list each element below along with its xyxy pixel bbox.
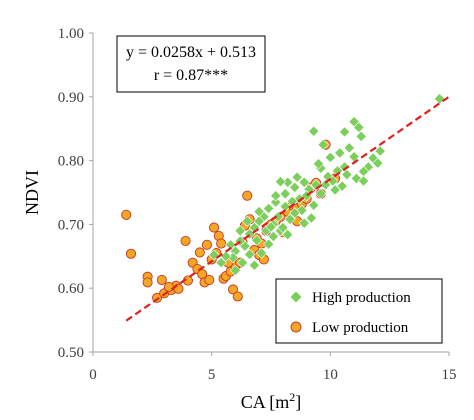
high-production-point	[263, 202, 275, 215]
high-production-point	[319, 179, 332, 191]
high-production-point	[291, 171, 303, 183]
high-production-point	[284, 213, 296, 225]
high-production-point	[305, 212, 317, 224]
high-production-point	[308, 199, 320, 211]
low-production-point	[194, 247, 205, 258]
high-production-point	[274, 176, 287, 188]
high-production-point	[353, 121, 365, 134]
high-production-point	[234, 225, 246, 237]
high-production-point	[289, 181, 301, 194]
high-production-point	[338, 126, 351, 138]
high-production-point	[277, 221, 289, 234]
high-production-point	[329, 184, 341, 196]
equation-box-border	[116, 35, 266, 93]
y-tick-label: 0.60	[58, 281, 84, 297]
low-production-point	[125, 248, 137, 259]
x-tick-label: 10	[323, 367, 338, 383]
high-production-point	[241, 215, 253, 227]
high-production-point	[279, 188, 291, 200]
high-production-point	[357, 175, 370, 187]
high-production-point	[248, 259, 261, 271]
legend-item-low-production: Low production	[290, 320, 409, 336]
y-tick-label: 0.80	[58, 154, 84, 170]
legend-label-high-production: High production	[312, 290, 411, 306]
low-production-point	[242, 190, 253, 201]
legend-item-high-production: High production	[290, 290, 411, 306]
high-production-point	[334, 147, 346, 159]
low-production-point	[204, 274, 215, 285]
low-production-point	[142, 277, 153, 288]
high-production-point	[253, 206, 265, 218]
high-production-point	[215, 257, 227, 269]
y-tick-label: 0.90	[58, 90, 84, 106]
high-production-point	[225, 239, 237, 251]
y-tick-label: 0.50	[58, 345, 84, 361]
high-production-point	[298, 217, 310, 229]
high-production-point	[289, 207, 301, 219]
low-production-point	[180, 235, 191, 247]
data-points	[121, 93, 446, 303]
x-tick-label: 5	[208, 367, 216, 383]
high-production-point	[253, 215, 265, 227]
axis-ticks: 0 5 10 15 0.50 0.60 0.70 0.80 0.90 1.00	[58, 26, 457, 383]
low-production-point	[216, 238, 227, 249]
legend: High production Low production	[275, 278, 443, 344]
high-production-point	[315, 188, 327, 200]
y-tick-label: 0.70	[58, 217, 84, 233]
high-production-point	[270, 190, 282, 202]
low-production-point	[227, 284, 239, 295]
high-production-point	[433, 93, 446, 105]
high-production-point	[298, 176, 310, 188]
y-tick-label: 1.00	[58, 26, 84, 42]
low-production-point	[121, 209, 132, 220]
high-production-point	[317, 139, 329, 151]
high-production-point	[244, 248, 256, 261]
high-production-point	[341, 169, 353, 181]
high-production-point	[279, 200, 291, 213]
plot-frame	[92, 33, 449, 353]
low-production-point	[156, 274, 167, 285]
low-production-point	[163, 281, 174, 292]
correlation-coefficient: r = 0.87***	[154, 67, 228, 84]
legend-circle-marker	[290, 321, 302, 333]
regression-equation: y = 0.0258x + 0.513	[126, 44, 256, 61]
high-production-point	[270, 196, 282, 208]
high-production-point	[372, 157, 384, 169]
legend-diamond-marker	[290, 291, 302, 303]
x-tick-label: 0	[89, 367, 97, 383]
legend-border	[275, 278, 443, 344]
x-axis-label: CA [m2]	[241, 390, 302, 412]
high-production-point	[281, 228, 294, 241]
y-axis-label: NDVI	[22, 170, 42, 215]
high-production-point	[336, 180, 348, 192]
low-production-point	[232, 291, 243, 302]
high-production-point	[308, 125, 320, 137]
high-production-point	[251, 234, 263, 246]
high-production-point	[267, 230, 279, 243]
high-production-point	[324, 151, 336, 164]
equation-box: y = 0.0258x + 0.513 r = 0.87***	[116, 35, 266, 93]
high-production-point	[343, 142, 355, 154]
high-production-point	[229, 264, 242, 276]
high-production-point	[255, 247, 268, 259]
high-production-point	[263, 238, 275, 250]
x-tick-label: 15	[442, 367, 457, 383]
legend-label-low-production: Low production	[312, 320, 409, 336]
low-production-point	[208, 222, 220, 233]
high-production-point	[355, 130, 367, 142]
high-production-point	[312, 158, 325, 170]
high-production-point	[374, 145, 386, 157]
high-production-point	[265, 221, 277, 233]
low-production-point	[201, 239, 212, 250]
high-production-point	[236, 257, 249, 269]
